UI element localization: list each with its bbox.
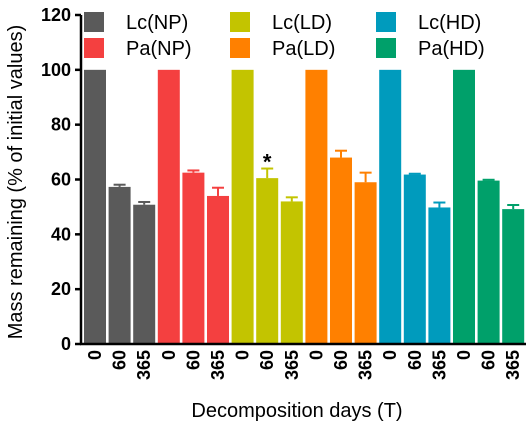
x-tick-label: 60 xyxy=(479,350,499,370)
significance-marker: * xyxy=(263,150,272,175)
legend-item: Lc(HD) xyxy=(376,12,481,34)
y-tick-label: 100 xyxy=(41,60,71,80)
bar-Lc(HD)-0 xyxy=(379,69,402,344)
error-bar xyxy=(212,186,224,196)
x-tick-label: 365 xyxy=(208,350,228,380)
x-tick-label: 60 xyxy=(257,350,277,370)
y-tick-label: 0 xyxy=(61,334,71,354)
legend-label: Pa(HD) xyxy=(418,38,485,60)
x-tick-label: 60 xyxy=(110,350,130,370)
legend-item: Lc(LD) xyxy=(230,12,332,34)
bar-Lc(NP)-365 xyxy=(133,204,156,344)
x-tick-label: 0 xyxy=(85,350,105,360)
x-tick-label: 365 xyxy=(134,350,154,380)
bar-Lc(LD)-60 xyxy=(256,178,279,344)
y-tick-label: 20 xyxy=(51,279,71,299)
legend-item: Pa(NP) xyxy=(84,38,192,60)
y-tick-label: 120 xyxy=(41,5,71,25)
bar-Pa(LD)-0 xyxy=(305,69,328,344)
error-bar xyxy=(482,178,495,181)
axes: 0 60 365 0 60 365 0 60*365 0 60 365 0 60 365 0 60 365020… xyxy=(41,5,526,380)
error-bar xyxy=(285,196,298,202)
x-tick-label: 0 xyxy=(306,350,326,360)
bars-layer xyxy=(84,69,525,344)
bar-Lc(NP)-0 xyxy=(84,69,106,344)
legend-swatch xyxy=(230,38,250,58)
legend-item: Pa(HD) xyxy=(376,38,485,60)
x-tick-label: 365 xyxy=(356,350,376,380)
legend-swatch xyxy=(84,12,104,32)
bar-Lc(HD)-60 xyxy=(403,174,426,344)
error-bar xyxy=(113,183,126,187)
bar-Lc(NP)-60 xyxy=(108,186,131,344)
x-axis-title: Decomposition days (T) xyxy=(191,400,402,422)
legend-label: Lc(LD) xyxy=(272,12,332,34)
bar-Pa(HD)-0 xyxy=(453,69,475,344)
legend-label: Lc(NP) xyxy=(126,12,188,34)
error-bar xyxy=(408,172,421,175)
bar-Lc(LD)-0 xyxy=(231,69,254,344)
legend-swatch xyxy=(376,12,396,32)
legend-item: Pa(LD) xyxy=(230,38,335,60)
x-tick-label: 0 xyxy=(233,350,253,360)
x-tick-label: 365 xyxy=(282,350,302,380)
x-tick-label: 60 xyxy=(331,350,351,370)
y-axis-title: Mass remaining (% of initial values) xyxy=(5,25,27,340)
error-bar xyxy=(138,200,151,205)
legend-item: Lc(NP) xyxy=(84,12,188,34)
bar-Pa(NP)-365 xyxy=(207,195,229,344)
y-tick-label: 40 xyxy=(51,224,71,244)
legend-label: Lc(HD) xyxy=(418,12,481,34)
y-tick-label: 80 xyxy=(51,115,71,135)
legend-swatch xyxy=(230,12,250,32)
x-tick-label: 0 xyxy=(380,350,400,360)
x-tick-label: 0 xyxy=(454,350,474,360)
error-bar xyxy=(433,201,446,208)
bar-Pa(NP)-0 xyxy=(157,69,180,344)
bar-Pa(LD)-365 xyxy=(354,182,377,344)
x-tick-label: 365 xyxy=(429,350,449,380)
x-tick-label: 60 xyxy=(405,350,425,370)
bar-Pa(NP)-60 xyxy=(182,172,205,344)
bar-Lc(LD)-365 xyxy=(280,201,303,344)
error-bar xyxy=(507,203,520,210)
legend: Lc(NP) Lc(LD) Lc(HD) Pa(NP) Pa(LD) Pa(HD) xyxy=(84,12,485,60)
legend-label: Pa(NP) xyxy=(126,38,192,60)
y-tick-label: 60 xyxy=(51,170,71,190)
x-tick-label: 60 xyxy=(183,350,203,370)
bar-Lc(HD)-365 xyxy=(428,207,451,344)
error-bar xyxy=(359,171,372,183)
error-bar xyxy=(187,169,200,173)
bar-Pa(HD)-60 xyxy=(477,180,500,344)
legend-label: Pa(LD) xyxy=(272,38,335,60)
error-bar xyxy=(335,149,347,158)
bar-Pa(LD)-60 xyxy=(330,157,352,344)
legend-swatch xyxy=(376,38,396,58)
x-tick-label: 365 xyxy=(503,350,523,380)
error-bar xyxy=(261,167,274,179)
bar-Pa(HD)-365 xyxy=(502,209,525,344)
x-tick-label: 0 xyxy=(159,350,179,360)
legend-swatch xyxy=(84,38,104,58)
